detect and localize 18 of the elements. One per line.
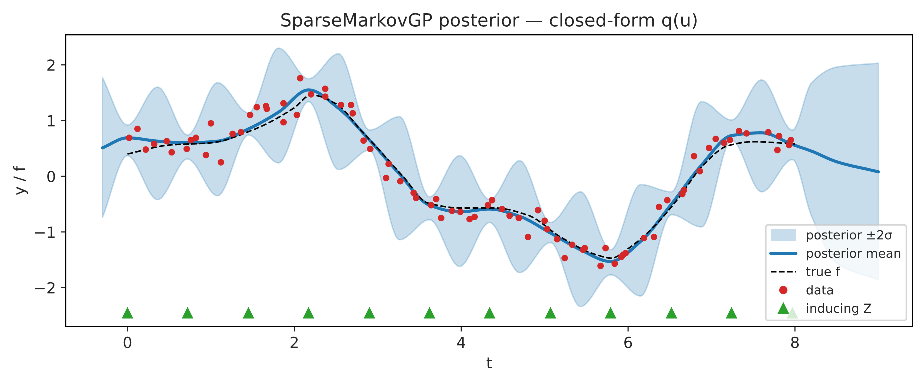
x-tick-label: 2 bbox=[290, 336, 298, 348]
legend-label: true f bbox=[806, 266, 840, 276]
x-tick-label: 6 bbox=[624, 336, 632, 348]
chart-title: SparseMarkovGP posterior — closed-form q(u) bbox=[282, 12, 697, 30]
y-tick-label: 1 bbox=[48, 115, 55, 127]
x-axis-title: t bbox=[486, 358, 492, 369]
y-tick-label: 2 bbox=[48, 60, 55, 71]
annotation: posterior ±2σ bbox=[807, 230, 892, 242]
legend-label: inducing Z bbox=[807, 304, 872, 316]
legend-label: data bbox=[806, 285, 834, 295]
x-tick-label: 0 bbox=[124, 336, 132, 348]
y-tick-label: −1 bbox=[35, 226, 55, 238]
x-tick-label: 4 bbox=[457, 337, 466, 348]
y-axis-title: y / f bbox=[13, 166, 28, 196]
y-tick-label: −2 bbox=[35, 282, 55, 294]
legend-label: posterior mean bbox=[807, 248, 901, 261]
y-tick-label: 0 bbox=[48, 170, 56, 183]
x-tick-label: 8 bbox=[791, 336, 800, 348]
